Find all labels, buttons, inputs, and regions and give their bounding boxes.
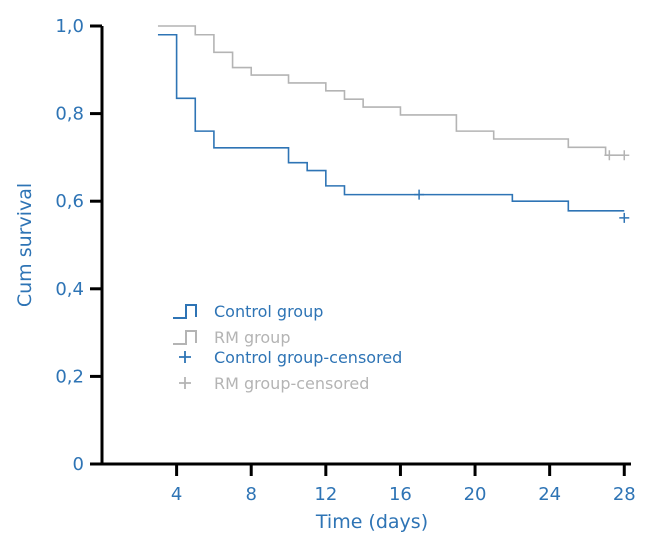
legend-symbol-control-group-censored <box>179 351 191 363</box>
y-tick-label: 0,6 <box>55 191 84 212</box>
censor-mark-rm-group-censored <box>604 150 615 161</box>
x-tick-label: 16 <box>389 484 412 505</box>
series-layer <box>157 25 625 212</box>
series-line-rm-group <box>157 25 625 157</box>
legend-label-rm-group-censored: RM group-censored <box>214 374 369 393</box>
x-tick-label: 20 <box>464 484 487 505</box>
censor-layer <box>414 150 630 223</box>
legend: Control group RM group Control group-cen… <box>173 302 402 393</box>
legend-symbol-rm-group <box>173 330 197 345</box>
censor-mark-rm-group-censored <box>619 150 630 161</box>
legend-label-control-group: Control group <box>214 302 323 321</box>
y-axis-title: Cum survival <box>14 183 36 307</box>
legend-label-rm-group: RM group <box>214 328 290 347</box>
censor-mark-control-group-censored <box>619 212 630 223</box>
series-line-control-group <box>157 33 625 212</box>
x-axis-title: Time (days) <box>315 511 428 533</box>
y-ticks: 0 0,2 0,4 0,6 0,8 1,0 <box>55 16 102 475</box>
x-ticks: 4 8 12 16 20 24 28 <box>171 464 636 505</box>
x-tick-label: 8 <box>245 484 256 505</box>
legend-symbol-rm-group-censored <box>179 377 191 389</box>
x-tick-label: 28 <box>613 484 636 505</box>
axes <box>100 26 631 466</box>
legend-symbol-control-group <box>173 304 197 319</box>
x-tick-label: 4 <box>171 484 182 505</box>
legend-label-control-group-censored: Control group-censored <box>214 348 402 367</box>
y-tick-label: 0,4 <box>55 279 84 300</box>
y-tick-label: 0,2 <box>55 366 84 387</box>
y-tick-label: 1,0 <box>55 16 84 37</box>
censor-mark-control-group-censored <box>414 189 425 200</box>
x-tick-label: 12 <box>314 484 337 505</box>
y-tick-label: 0 <box>73 454 84 475</box>
x-tick-label: 24 <box>538 484 561 505</box>
y-tick-label: 0,8 <box>55 104 84 125</box>
